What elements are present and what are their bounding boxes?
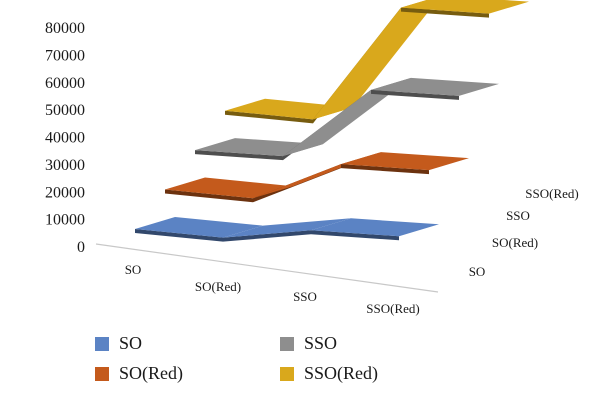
- y-tick-label-0: 0: [77, 239, 85, 256]
- y-tick-label-40000: 40000: [45, 130, 85, 147]
- x-tick-label-sso-red: SSO(Red): [366, 301, 419, 316]
- legend-label-sso-red: SSO(Red): [304, 363, 379, 383]
- legend-swatch-so-red: [95, 366, 109, 381]
- depth-tick-label-sso: SSO: [506, 208, 530, 223]
- ribbon-segment-so-2: [223, 218, 351, 238]
- series-so-red: [165, 152, 469, 203]
- y-tick-label-20000: 20000: [45, 184, 85, 201]
- legend-swatch-sso-red: [280, 366, 294, 381]
- x-tick-label-so: SO: [125, 262, 142, 277]
- ribbon-segment-sso-red-3: [401, 0, 529, 14]
- ribbon-edge-so-1: [135, 228, 223, 242]
- y-tick-label-60000: 60000: [45, 75, 85, 92]
- depth-tick-label-so-red: SO(Red): [492, 235, 538, 250]
- ribbon-edge-so-red-1: [165, 189, 253, 203]
- depth-tick-label-so: SO: [469, 264, 486, 279]
- series-sso-red: [225, 0, 529, 124]
- x-tick-label-so-red: SO(Red): [195, 279, 241, 294]
- chart-axes: [95, 243, 439, 293]
- ribbon-segment-so-3: [311, 218, 439, 237]
- y-tick-label-50000: 50000: [45, 102, 85, 119]
- series-sso: [195, 77, 499, 161]
- series-ribbons: [135, 0, 529, 242]
- ribbon-edge-sso-red-3: [401, 7, 489, 18]
- legend-item-sso: SSO: [280, 333, 337, 354]
- ribbon-segment-sso-2: [283, 77, 411, 157]
- depth-tick-label-sso-red: SSO(Red): [525, 186, 578, 201]
- x-tick-label-sso: SSO: [293, 289, 317, 304]
- ribbon-edge-sso-red-1: [225, 110, 313, 124]
- ribbon-edge-so-red-3: [341, 164, 429, 175]
- y-tick-label-30000: 30000: [45, 157, 85, 174]
- series-so: [135, 216, 439, 242]
- ribbon-edge-so-3: [311, 230, 399, 241]
- legend-item-sso-red: SSO(Red): [280, 363, 378, 384]
- ribbon-edge-so-2: [223, 230, 311, 242]
- legend-swatch-so: [95, 336, 109, 351]
- legend-item-so-red: SO(Red): [95, 363, 183, 384]
- x-axis-ticks: SO SO(Red) SSO SSO(Red): [125, 262, 420, 316]
- ribbon-segment-so-red-1: [165, 177, 293, 199]
- y-axis-ticks: 0 10000 20000 30000 40000 50000 60000 70000 8000…: [45, 20, 85, 256]
- y-tick-label-80000: 80000: [45, 20, 85, 37]
- y-tick-label-10000: 10000: [45, 212, 85, 229]
- floor-axis-line: [95, 243, 439, 293]
- legend-label-sso: SSO: [304, 333, 338, 353]
- legend-swatch-sso: [280, 336, 294, 351]
- legend: SO SSO SO(Red) SSO(Red): [95, 333, 515, 393]
- legend-label-so-red: SO(Red): [119, 363, 183, 383]
- ribbon-edge-sso-1: [195, 150, 283, 161]
- ribbon-segment-so-1: [135, 216, 263, 238]
- legend-label-so: SO: [119, 333, 143, 353]
- ribbon-segment-sso-3: [371, 77, 499, 96]
- ribbon-segment-sso-red-2: [313, 0, 438, 120]
- legend-item-so: SO: [95, 333, 142, 354]
- ribbon-edge-sso-3: [371, 89, 459, 100]
- ribbon-segment-so-red-3: [341, 152, 469, 171]
- depth-axis-ticks: SO SO(Red) SSO SSO(Red): [469, 186, 579, 279]
- y-tick-label-70000: 70000: [45, 47, 85, 64]
